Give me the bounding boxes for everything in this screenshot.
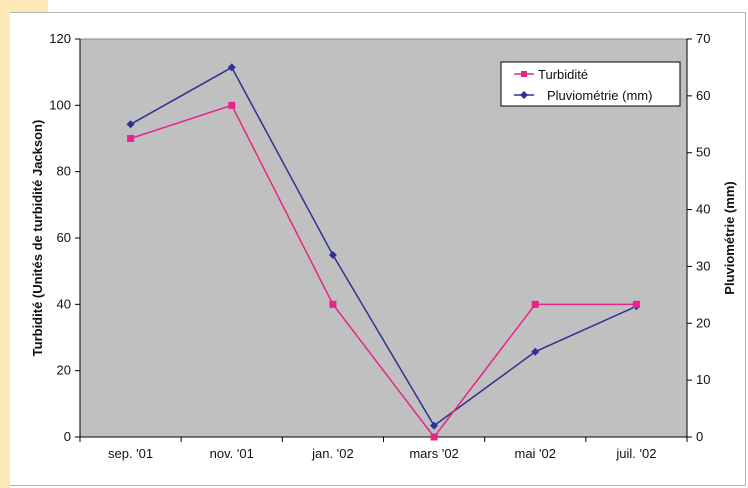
y-axis-title: Turbidité (Unités de turbidité Jackson) [30, 120, 45, 357]
y-tick-label: 120 [49, 31, 71, 46]
x-tick-label: nov. '01 [210, 446, 254, 461]
x-tick-label: jan. '02 [311, 446, 354, 461]
legend-marker-turbidite [521, 71, 527, 77]
y2-tick-label: 60 [696, 88, 710, 103]
legend: Turbidité Pluviométrie (mm) [500, 61, 681, 107]
y2-tick-label: 50 [696, 145, 710, 160]
series-layer [126, 63, 641, 441]
data-point [329, 300, 337, 308]
data-point [227, 63, 236, 72]
y-tick-label: 40 [57, 296, 71, 311]
legend-marker-pluviometrie [520, 91, 528, 99]
y2-tick-label: 10 [696, 372, 710, 387]
y-tick-label: 80 [57, 164, 71, 179]
x-tick-label: mai '02 [514, 446, 556, 461]
y2-tick-label: 30 [696, 258, 710, 273]
data-point [430, 433, 438, 441]
data-point [127, 135, 135, 142]
data-point [126, 120, 135, 129]
left-band-decoration [0, 12, 10, 488]
axes: 0 20 40 60 80 100 120 0 10 20 30 40 50 60 70 sep. '01 no… [49, 31, 710, 461]
corner-tab-decoration [0, 0, 48, 12]
legend-label-turbidite: Turbidité [538, 67, 588, 82]
series-line [130, 104, 637, 439]
y-tick-label: 20 [57, 363, 71, 378]
y2-tick-label: 40 [696, 202, 710, 217]
data-point [632, 300, 640, 308]
y2-axis-title: Pluviométrie (mm) [722, 181, 737, 294]
y-tick-label: 60 [57, 230, 71, 245]
x-tick-label: juil. '02 [615, 446, 656, 461]
legend-label-pluviometrie: Pluviométrie (mm) [547, 88, 652, 103]
x-tick-label: sep. '01 [108, 446, 153, 461]
data-point [531, 347, 540, 356]
y-tick-label: 100 [49, 97, 71, 112]
y2-tick-label: 20 [696, 315, 710, 330]
x-tick-label: mars '02 [409, 446, 458, 461]
data-point [531, 300, 539, 308]
y2-tick-label: 0 [696, 429, 703, 444]
data-point [328, 251, 337, 260]
data-point [228, 101, 236, 109]
y2-tick-label: 70 [696, 31, 710, 46]
y-tick-label: 0 [64, 429, 71, 444]
series-line [130, 66, 637, 427]
data-point [430, 421, 439, 430]
legend-box [500, 61, 681, 107]
